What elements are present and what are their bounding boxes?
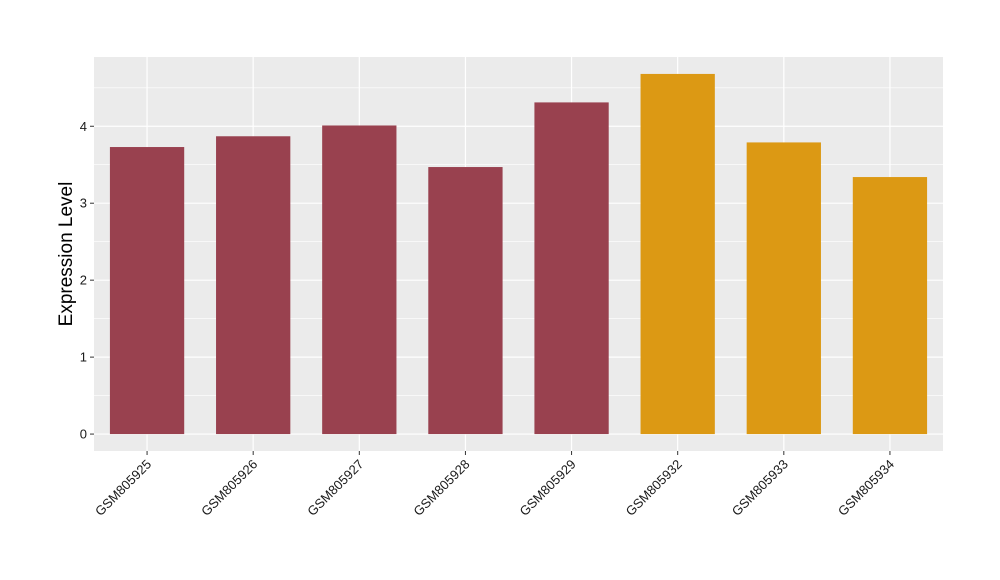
x-tick-label: GSM805934 <box>835 457 897 519</box>
bar-GSM805929 <box>534 102 609 435</box>
x-axis: GSM805925 GSM805926 GSM805927 GSM805928 GSM8… <box>92 451 897 519</box>
x-tick-label: GSM805928 <box>410 457 472 519</box>
bar-GSM805933 <box>746 142 821 435</box>
x-tick-label: GSM805927 <box>304 457 366 519</box>
bar-GSM805932 <box>640 73 715 435</box>
bar-GSM805934 <box>852 177 928 435</box>
y-tick-label: 4 <box>80 119 87 134</box>
x-tick-label: GSM805926 <box>198 457 260 519</box>
x-tick-label: GSM805929 <box>516 457 578 519</box>
y-tick-label: 1 <box>80 350 87 365</box>
bar-GSM805927 <box>322 125 397 435</box>
bar-GSM805925 <box>109 147 185 435</box>
x-tick-label: GSM805932 <box>623 457 685 519</box>
y-axis: 0 1 2 3 4 <box>80 119 94 442</box>
bar-GSM805926 <box>216 136 291 435</box>
x-tick-label: GSM805925 <box>92 457 154 519</box>
y-tick-label: 0 <box>80 427 87 442</box>
bars <box>109 73 928 435</box>
x-tick-label: GSM805933 <box>729 457 791 519</box>
y-tick-label: 2 <box>80 273 87 288</box>
bar-GSM805928 <box>428 167 503 435</box>
y-tick-label: 3 <box>80 196 87 211</box>
y-axis-title: Expression Level <box>56 182 77 327</box>
